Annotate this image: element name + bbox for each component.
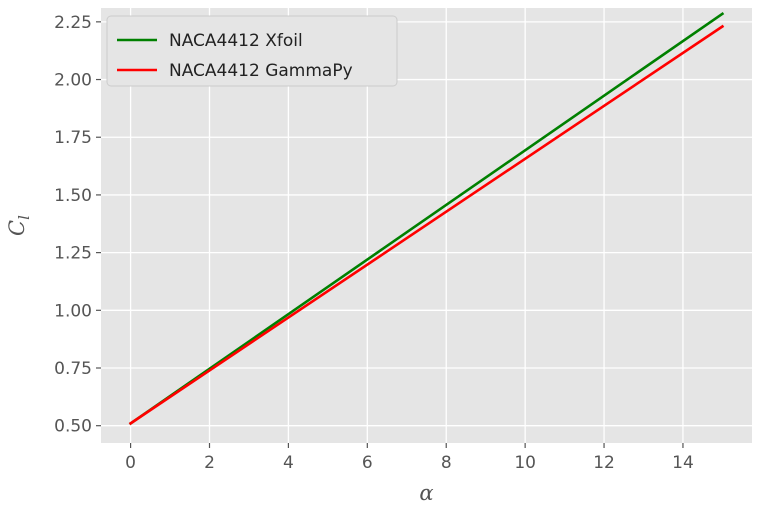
y-axis-label: Cl (5, 215, 33, 236)
x-tick-label: 14 (672, 453, 694, 473)
x-axis-label: α (419, 481, 433, 505)
legend-box (106, 15, 398, 87)
x-tick-label: 6 (362, 453, 373, 473)
y-axis-label-subscript: l (15, 215, 33, 220)
y-tick-label: 0.50 (54, 417, 92, 437)
x-tick-label: 12 (593, 453, 615, 473)
y-tick-label: 1.25 (54, 244, 92, 264)
y-tick-label: 1.00 (54, 301, 92, 321)
y-tick-label: 0.75 (54, 359, 92, 379)
y-tick-label: 1.50 (54, 186, 92, 206)
x-tick-label: 10 (514, 453, 536, 473)
y-tick-label: 2.00 (54, 71, 92, 91)
series-line-1 (128, 11, 725, 426)
legend-label-1: NACA4412 Xfoil (169, 31, 303, 51)
y-axis-ticks: 0.50 0.75 1.00 1.25 1.50 1.75 2.00 2.25 (54, 13, 101, 437)
x-axis-ticks: 0 2 4 6 8 10 12 14 (125, 443, 694, 473)
legend-entries: NACA4412 Xfoil NACA4412 GammaPy (117, 31, 353, 81)
series-layer (128, 11, 725, 426)
legend-label-2: NACA4412 GammaPy (169, 61, 353, 81)
series-line-2 (128, 24, 725, 426)
y-tick-label: 1.75 (54, 128, 92, 148)
x-tick-label: 0 (125, 453, 136, 473)
y-tick-label: 2.25 (54, 13, 92, 33)
legend: NACA4412 Xfoil NACA4412 GammaPy (106, 15, 398, 87)
x-tick-label: 8 (441, 453, 452, 473)
x-tick-label: 4 (283, 453, 294, 473)
x-tick-label: 2 (204, 453, 215, 473)
